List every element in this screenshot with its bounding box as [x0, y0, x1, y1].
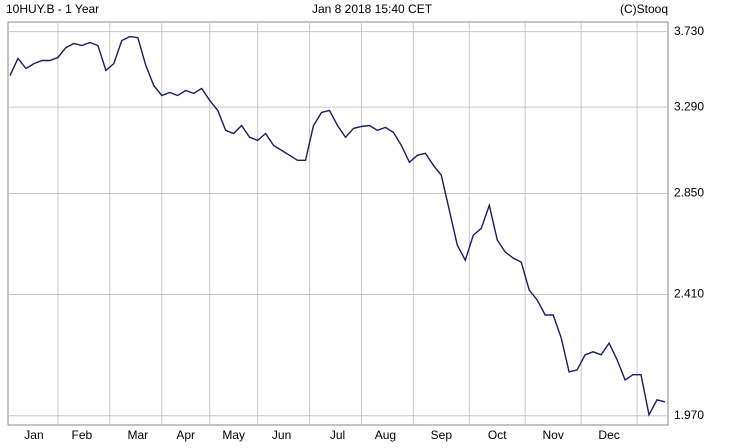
y-tick-label: 3.290 [674, 99, 704, 113]
y-tick-label: 1.970 [674, 408, 704, 422]
x-tick-label: Sep [431, 428, 453, 442]
y-tick-label: 2.410 [674, 287, 704, 301]
y-tick-label: 2.850 [674, 186, 704, 200]
price-line [9, 35, 666, 417]
x-tick-label: Apr [176, 428, 195, 442]
y-tick-label: 3.730 [674, 24, 704, 38]
x-tick-label: Mar [127, 428, 148, 442]
x-tick-label: Jan [24, 428, 43, 442]
x-tick-label: Feb [72, 428, 93, 442]
x-tick-label: Nov [542, 428, 563, 442]
chart-subtitle: Jan 8 2018 15:40 CET [312, 2, 433, 16]
plot-frame [7, 21, 669, 426]
x-tick-label: Jul [330, 428, 345, 442]
source: (C)Stooq [620, 2, 668, 16]
x-tick-label: May [222, 428, 245, 442]
chart-title: 10HUY.B - 1 Year [6, 2, 99, 16]
x-tick-label: Jun [272, 428, 291, 442]
x-tick-label: Dec [598, 428, 619, 442]
x-tick-label: Oct [488, 428, 507, 442]
x-tick-label: Aug [375, 428, 396, 442]
